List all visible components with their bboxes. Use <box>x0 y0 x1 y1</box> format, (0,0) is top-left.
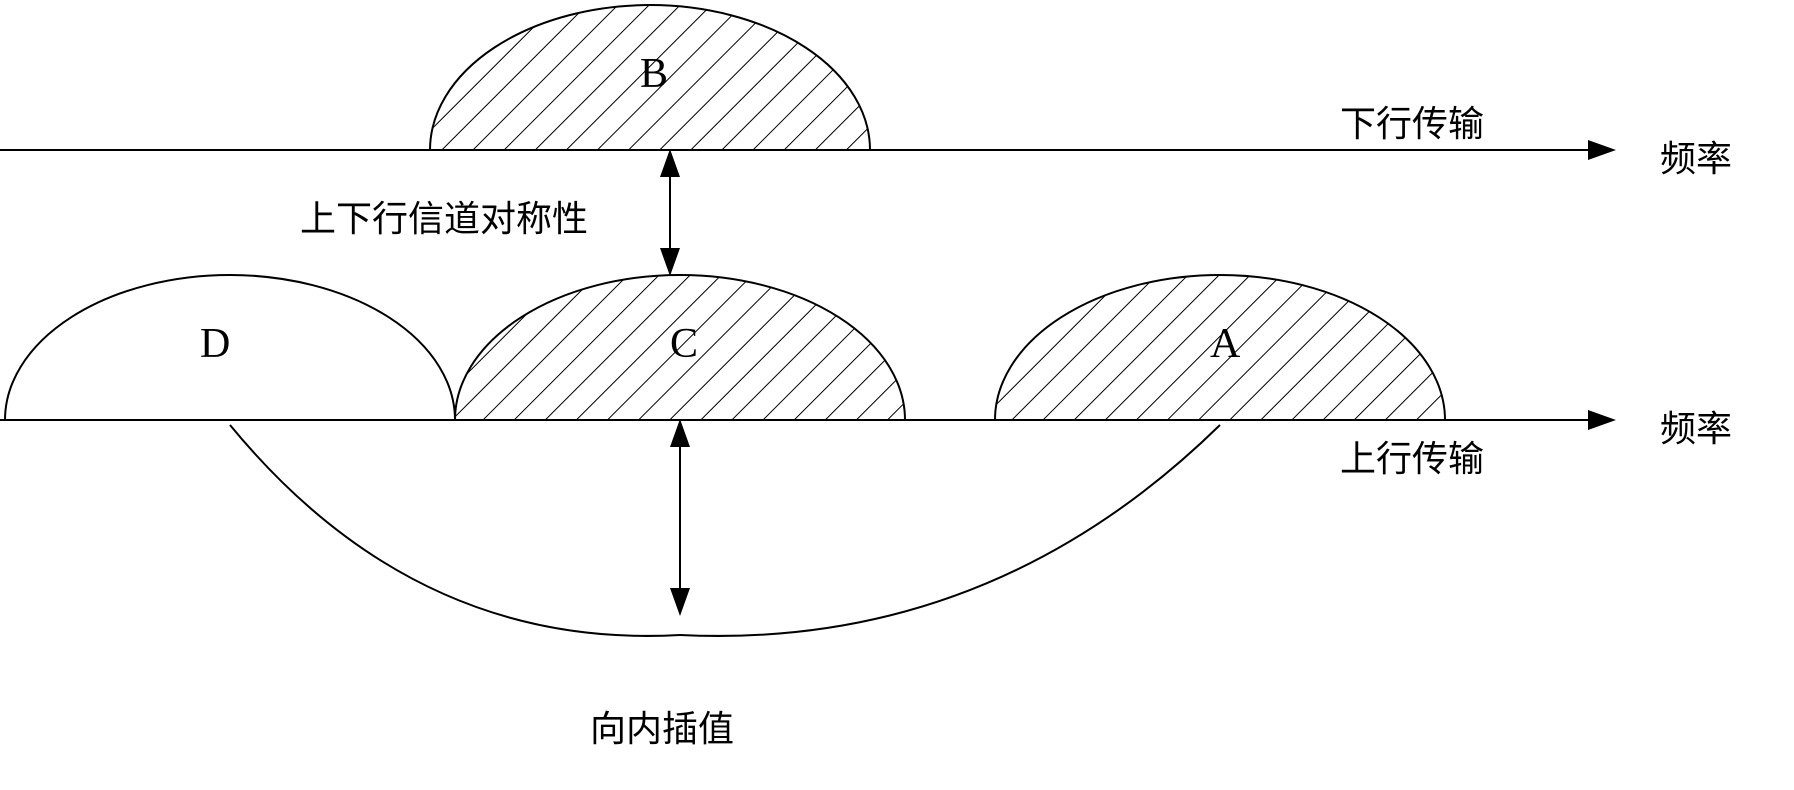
symmetry-label: 上下行信道对称性 <box>300 190 588 242</box>
uplink-label: 上行传输 <box>1340 430 1484 482</box>
hump-label-d: D <box>200 320 230 368</box>
interpolation-label: 向内插值 <box>590 700 734 752</box>
bottom-axis-label: 频率 <box>1660 400 1732 452</box>
diagram-container: B D C A 下行传输 频率 上行传输 频率 上下行信道对称性 向内插值 <box>0 0 1794 790</box>
hump-label-a: A <box>1210 320 1240 368</box>
diagram-svg <box>0 0 1794 790</box>
hump-label-b: B <box>640 50 668 98</box>
hump-label-c: C <box>670 320 698 368</box>
downlink-label: 下行传输 <box>1340 95 1484 147</box>
top-axis-label: 频率 <box>1660 130 1732 182</box>
